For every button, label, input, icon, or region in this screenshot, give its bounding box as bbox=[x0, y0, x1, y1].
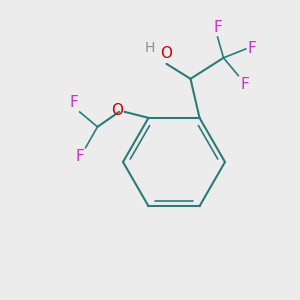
Text: O: O bbox=[111, 103, 123, 118]
Text: H: H bbox=[144, 41, 154, 55]
Text: F: F bbox=[240, 77, 249, 92]
Text: F: F bbox=[213, 20, 222, 35]
Text: O: O bbox=[160, 46, 172, 61]
Text: F: F bbox=[75, 149, 84, 164]
Text: F: F bbox=[248, 41, 256, 56]
Text: F: F bbox=[69, 95, 78, 110]
